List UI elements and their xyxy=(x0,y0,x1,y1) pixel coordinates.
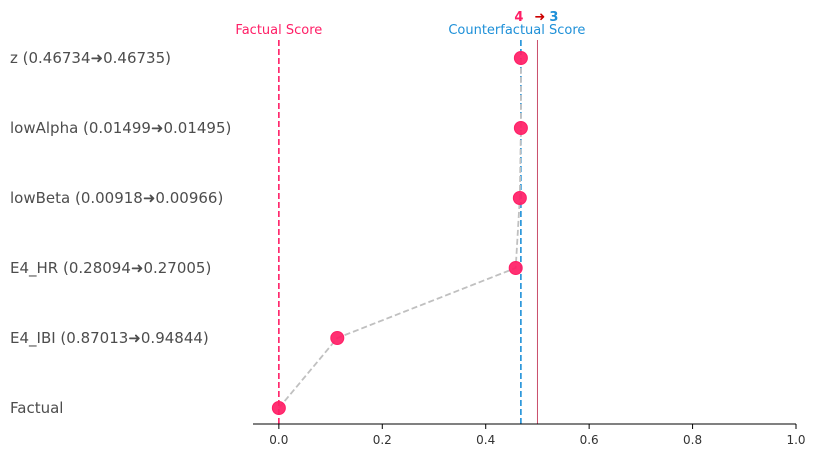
step-point xyxy=(512,191,527,205)
step-label: lowBeta (0.00918➜0.00966) xyxy=(10,189,223,207)
step-point xyxy=(513,121,528,135)
x-tick-label: 0.4 xyxy=(476,433,495,447)
x-tick-label: 0.0 xyxy=(269,433,288,447)
counterfactual-score-label: Counterfactual Score xyxy=(448,23,585,38)
x-axis: 0.0 0.2 0.4 0.6 0.8 1.0 xyxy=(253,423,806,447)
step-label: lowAlpha (0.01499➜0.01495) xyxy=(10,119,231,137)
step-label: E4_HR (0.28094➜0.27005) xyxy=(10,259,211,278)
step-label: z (0.46734➜0.46735) xyxy=(10,49,171,67)
x-tick-label: 0.2 xyxy=(373,433,392,447)
x-tick-label: 0.8 xyxy=(683,433,702,447)
feature-labels: z (0.46734➜0.46735) lowAlpha (0.01499➜0.0… xyxy=(10,49,231,417)
from-class-label: 4 xyxy=(514,10,523,25)
factual-score-label: Factual Score xyxy=(235,23,322,38)
step-point xyxy=(330,331,345,345)
x-tick-label: 0.6 xyxy=(580,433,599,447)
step-point xyxy=(513,51,528,65)
step-label: Factual xyxy=(10,399,63,417)
step-label: E4_IBI (0.87013➜0.94844) xyxy=(10,329,209,348)
to-class-label: 3 xyxy=(549,10,558,25)
chart-header: Factual Score Counterfactual Score 4 ➜ 3 xyxy=(235,10,585,38)
x-tick-label: 1.0 xyxy=(786,433,805,447)
class-arrow-label: ➜ xyxy=(534,10,545,25)
counterfactual-path xyxy=(278,58,522,409)
step-points xyxy=(271,51,528,415)
reference-lines xyxy=(278,40,538,424)
step-path xyxy=(278,58,522,409)
step-point xyxy=(508,261,523,275)
step-point xyxy=(271,401,286,415)
